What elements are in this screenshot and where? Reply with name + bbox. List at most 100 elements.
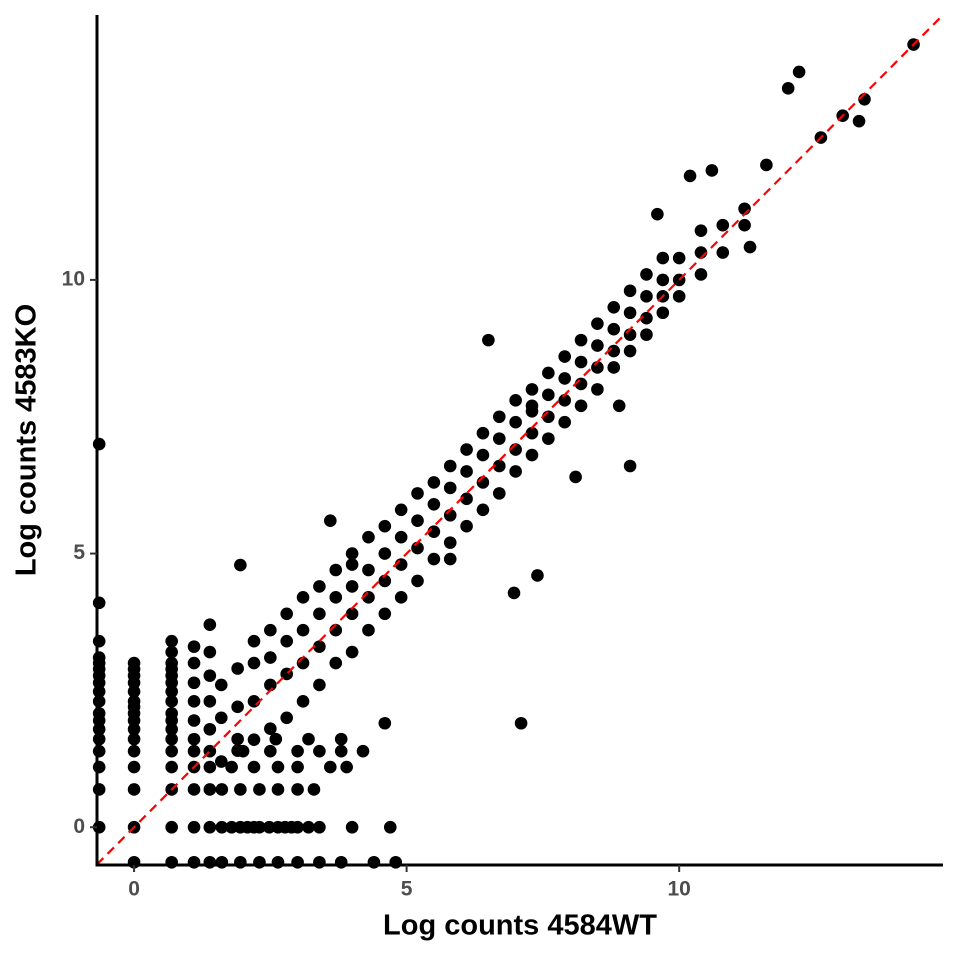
point <box>264 678 277 692</box>
plot-area <box>92 38 920 869</box>
point <box>591 339 604 352</box>
point <box>127 760 141 774</box>
point <box>92 707 106 720</box>
y-tick-label: 0 <box>73 815 85 838</box>
point <box>291 760 304 774</box>
point <box>623 459 637 473</box>
point <box>411 514 424 528</box>
point <box>427 498 441 511</box>
point <box>623 344 637 358</box>
point <box>509 415 522 429</box>
point <box>127 744 141 758</box>
point <box>509 394 522 407</box>
point <box>165 707 178 720</box>
point <box>165 855 178 869</box>
point <box>187 656 201 670</box>
point <box>313 678 326 692</box>
point <box>231 700 244 714</box>
point <box>280 711 293 725</box>
point <box>187 695 201 708</box>
point <box>165 685 178 698</box>
point <box>324 760 337 774</box>
point <box>574 399 588 413</box>
point <box>542 432 555 445</box>
point <box>291 744 304 758</box>
point <box>329 563 343 577</box>
x-tick-label: 0 <box>128 878 140 901</box>
point <box>378 574 392 588</box>
point <box>525 448 539 462</box>
point <box>203 783 217 796</box>
y-axis-title: Log counts 4583KO <box>11 304 43 576</box>
point <box>558 415 571 429</box>
point <box>591 317 604 330</box>
point <box>460 443 473 456</box>
point <box>165 732 178 746</box>
point <box>214 711 228 725</box>
point <box>203 760 217 774</box>
point <box>525 426 539 440</box>
point <box>187 783 201 796</box>
point <box>127 656 141 670</box>
point <box>296 623 310 637</box>
point <box>362 623 375 637</box>
point <box>165 744 178 758</box>
point <box>443 481 457 495</box>
point <box>247 733 261 746</box>
point <box>234 783 247 796</box>
point <box>394 503 408 517</box>
point <box>215 783 229 796</box>
point <box>215 855 229 869</box>
point <box>215 820 229 834</box>
point <box>203 695 217 708</box>
point <box>558 394 571 407</box>
point <box>640 268 653 281</box>
point <box>623 306 637 320</box>
point <box>525 383 539 396</box>
point <box>271 855 285 869</box>
point <box>694 268 708 281</box>
point <box>264 651 277 664</box>
point <box>362 563 375 577</box>
point <box>236 744 250 758</box>
point <box>165 645 178 659</box>
point <box>280 607 293 621</box>
point <box>656 251 670 265</box>
point <box>427 476 441 489</box>
point <box>394 530 408 544</box>
point <box>334 732 348 746</box>
point <box>558 350 571 363</box>
point <box>225 820 238 834</box>
point <box>525 399 539 413</box>
point <box>378 547 392 560</box>
point <box>651 207 664 221</box>
point <box>694 224 708 237</box>
point <box>264 623 277 637</box>
point <box>716 246 730 259</box>
x-axis-title: Log counts 4584WT <box>383 910 657 942</box>
x-tick-label: 5 <box>401 878 413 901</box>
point <box>411 487 424 500</box>
point <box>394 591 408 604</box>
point <box>492 487 506 500</box>
point <box>203 669 217 682</box>
point <box>291 783 304 796</box>
point <box>574 355 588 369</box>
point <box>187 732 201 746</box>
point <box>574 333 588 347</box>
point <box>411 574 424 588</box>
point <box>427 552 441 566</box>
point <box>852 114 866 128</box>
point <box>443 552 457 566</box>
x-tick-label: 10 <box>667 878 690 901</box>
point <box>271 783 285 796</box>
point <box>531 569 544 582</box>
point <box>389 855 403 869</box>
point <box>623 284 637 298</box>
point <box>378 519 392 533</box>
point <box>214 755 228 768</box>
point <box>672 251 686 265</box>
point <box>313 607 326 621</box>
point <box>345 645 359 659</box>
